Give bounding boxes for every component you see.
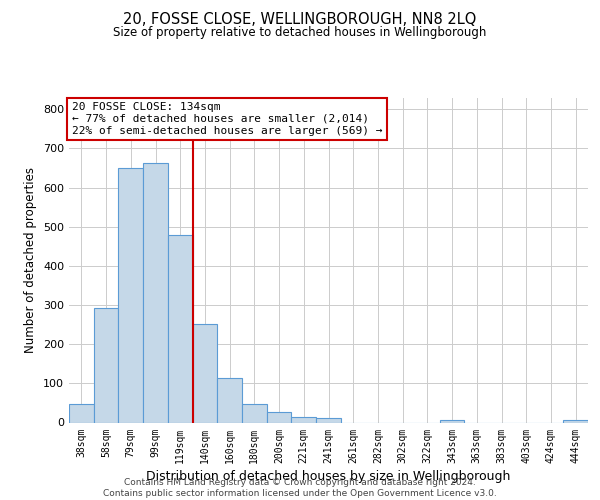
- Bar: [242, 404, 267, 422]
- Bar: [316, 418, 341, 422]
- X-axis label: Distribution of detached houses by size in Wellingborough: Distribution of detached houses by size …: [146, 470, 511, 482]
- Bar: [118, 168, 143, 422]
- Bar: [267, 412, 292, 422]
- Y-axis label: Number of detached properties: Number of detached properties: [25, 167, 37, 353]
- Text: 20, FOSSE CLOSE, WELLINGBOROUGH, NN8 2LQ: 20, FOSSE CLOSE, WELLINGBOROUGH, NN8 2LQ: [124, 12, 476, 28]
- Text: 20 FOSSE CLOSE: 134sqm
← 77% of detached houses are smaller (2,014)
22% of semi-: 20 FOSSE CLOSE: 134sqm ← 77% of detached…: [71, 102, 382, 136]
- Bar: [292, 416, 316, 422]
- Bar: [143, 164, 168, 422]
- Bar: [94, 308, 118, 422]
- Bar: [69, 404, 94, 422]
- Text: Size of property relative to detached houses in Wellingborough: Size of property relative to detached ho…: [113, 26, 487, 39]
- Bar: [563, 420, 588, 422]
- Bar: [168, 234, 193, 422]
- Text: Contains HM Land Registry data © Crown copyright and database right 2024.
Contai: Contains HM Land Registry data © Crown c…: [103, 478, 497, 498]
- Bar: [440, 420, 464, 422]
- Bar: [193, 324, 217, 422]
- Bar: [217, 378, 242, 422]
